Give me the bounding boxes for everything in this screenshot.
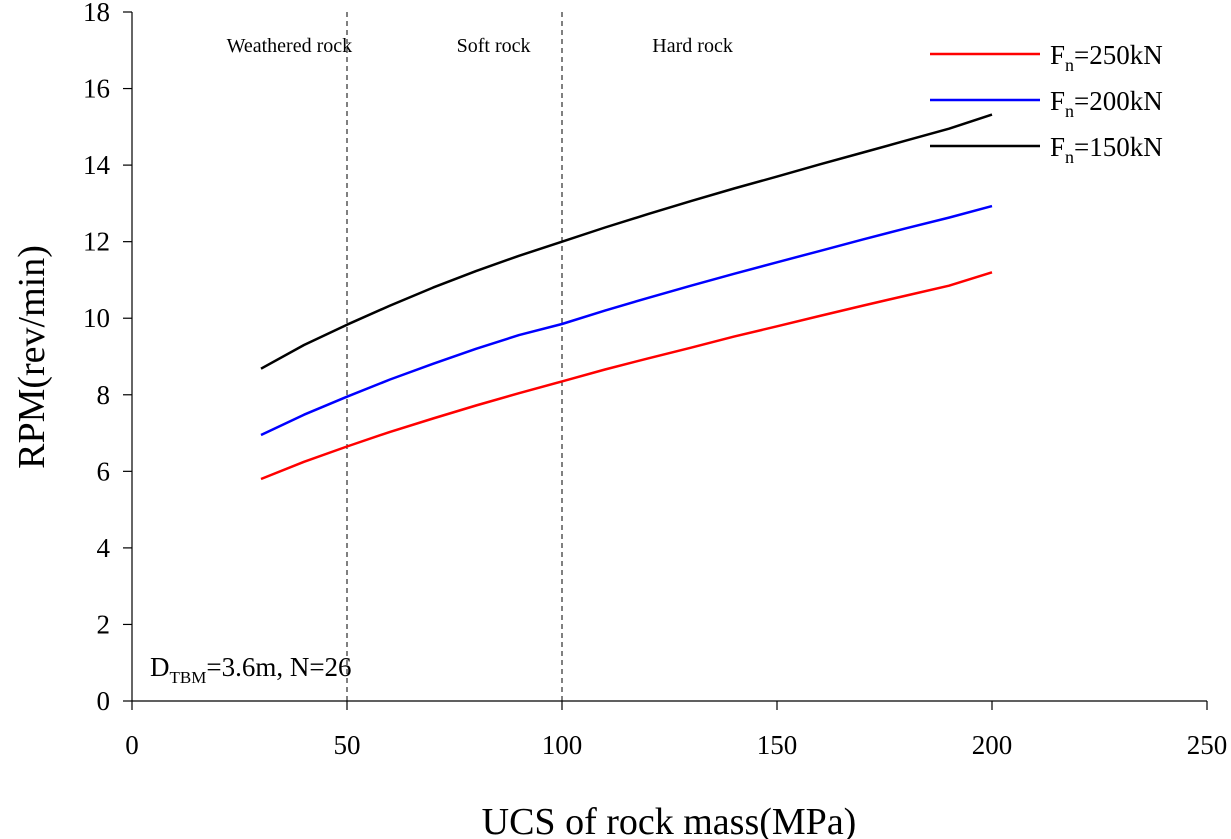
- series-line-1: [260, 271, 993, 481]
- series-lines: [260, 113, 993, 481]
- y-tick-label: 14: [83, 150, 111, 180]
- x-tick-label: 50: [334, 730, 361, 760]
- y-tick-label: 0: [97, 686, 111, 716]
- legend-label-3: Fn=150kN: [1050, 132, 1163, 167]
- region-dividers: [346, 12, 563, 701]
- x-tick-label: 100: [542, 730, 583, 760]
- y-tick-label: 6: [97, 456, 111, 486]
- y-tick-label: 2: [97, 609, 111, 639]
- series-line-2: [260, 204, 993, 437]
- region-labels: Weathered rock Soft rock Hard rock: [227, 35, 733, 57]
- y-tick-label: 16: [83, 74, 110, 104]
- region-label: Soft rock: [457, 35, 531, 57]
- axes: 0 50 100 150 200 250 0 2 4 6 8 10 12 14 16 18: [83, 0, 1227, 760]
- y-tick-label: 10: [83, 303, 110, 333]
- legend-label-2: Fn=200kN: [1050, 86, 1163, 121]
- region-label: Hard rock: [652, 35, 733, 57]
- x-tick-label: 250: [1187, 730, 1228, 760]
- y-tick-label: 18: [83, 0, 110, 27]
- series-line-3: [260, 113, 993, 370]
- x-tick-label: 150: [757, 730, 798, 760]
- y-tick-label: 4: [97, 533, 111, 563]
- region-label: Weathered rock: [227, 35, 353, 57]
- x-tick-label: 0: [125, 730, 139, 760]
- legend: Fn=250kN Fn=200kN Fn=150kN: [930, 40, 1163, 167]
- legend-label-1: Fn=250kN: [1050, 40, 1163, 75]
- y-axis-title: RPM(rev/min): [11, 245, 53, 469]
- x-axis-title: UCS of rock mass(MPa): [482, 801, 857, 839]
- y-tick-label: 12: [83, 227, 110, 257]
- annotation-text: DTBM=3.6m, N=26: [150, 652, 352, 687]
- x-tick-label: 200: [972, 730, 1013, 760]
- y-tick-label: 8: [97, 380, 111, 410]
